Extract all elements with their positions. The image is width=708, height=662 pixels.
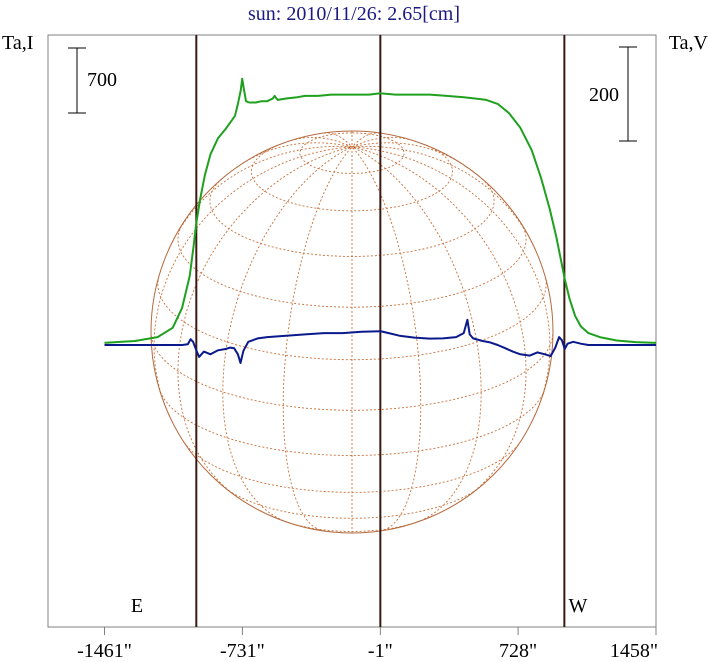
scale-bar-left: 700 <box>68 47 117 114</box>
heliographic-grid <box>151 131 553 533</box>
longitude-line <box>351 146 527 501</box>
x-axis-ticks: -1461" -731" -1" 728" 1458" <box>77 627 658 662</box>
x-tick-label: -1461" <box>77 640 132 662</box>
longitude-line <box>177 146 353 501</box>
scale-bar-left-value: 700 <box>87 69 117 91</box>
latitude-line <box>158 387 546 456</box>
west-limb-label: W <box>569 595 588 617</box>
longitude-line <box>235 142 353 169</box>
x-tick-label: 728" <box>499 640 537 662</box>
x-tick-label: -1" <box>368 640 393 662</box>
longitude-line <box>351 146 422 532</box>
latitude-line <box>151 331 553 411</box>
latitude-line <box>221 485 483 519</box>
longitude-line <box>153 146 353 420</box>
plot-frame <box>47 34 657 628</box>
series-line-V <box>104 318 656 364</box>
solar-disk <box>150 130 554 534</box>
chart-title: sun: 2010/11/26: 2.65[cm] <box>248 3 460 25</box>
latitude-line <box>280 519 424 532</box>
y-axis-left-label: Ta,I <box>2 32 33 54</box>
east-limb-label: E <box>131 595 143 617</box>
longitude-line <box>351 146 551 420</box>
series-line-I <box>104 77 657 344</box>
solar-limb <box>150 130 554 534</box>
latitude-line <box>177 221 527 308</box>
longitude-line <box>222 146 353 523</box>
latitude-line <box>251 142 453 212</box>
longitude-line <box>351 145 538 254</box>
longitude-line <box>351 146 482 523</box>
longitude-line <box>351 142 469 169</box>
longitude-line <box>282 146 353 532</box>
scale-bar-right: 200 <box>589 46 637 142</box>
x-tick-label: 1458" <box>610 640 658 662</box>
scale-bar-right-value: 200 <box>589 84 619 106</box>
y-axis-right-label: Ta,V <box>669 32 708 54</box>
series-layer <box>104 77 657 364</box>
x-tick-label: -731" <box>220 640 265 662</box>
latitude-line <box>157 276 547 361</box>
longitude-line <box>323 132 353 148</box>
longitude-line <box>166 145 353 254</box>
longitude-line <box>351 132 381 148</box>
